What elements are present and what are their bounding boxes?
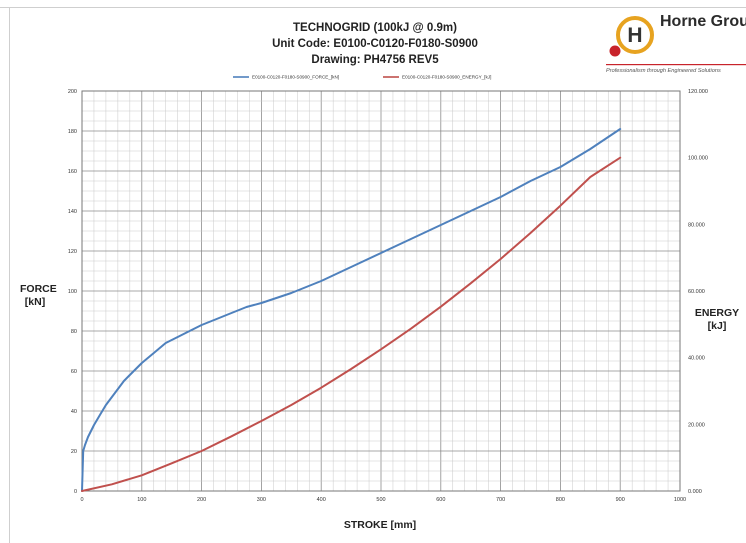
- force-label: FORCE: [20, 283, 57, 295]
- force-unit: [kN]: [24, 296, 46, 308]
- logo-ring: [616, 16, 654, 54]
- logo-tagline: Professionalism through Engineered Solut…: [606, 68, 721, 74]
- plot-border: [81, 90, 681, 492]
- y2-tick-label: 80.000: [688, 222, 705, 228]
- x-tick-label: 700: [496, 497, 505, 503]
- logo-letter: H: [627, 24, 642, 47]
- y2-axis-title-energy: ENERGY [kJ]: [692, 307, 742, 333]
- y2-tick-label: 120.000: [688, 89, 708, 95]
- y2-tick-label: 40.000: [688, 356, 705, 362]
- page-left-border: [9, 7, 10, 543]
- y-tick-label: 20: [71, 449, 77, 455]
- chart-title-block: TECHNOGRID (100kJ @ 0.9m) Unit Code: E01…: [250, 20, 500, 68]
- y-tick-label: 180: [68, 129, 77, 135]
- y2-tick-label: 60.000: [688, 289, 705, 295]
- y2-tick-label: 0.000: [688, 489, 702, 495]
- logo-underline: [606, 64, 746, 66]
- x-tick-label: 400: [317, 497, 326, 503]
- drawing-number: Drawing: PH4756 REV5: [311, 54, 439, 66]
- y-tick-label: 60: [71, 369, 77, 375]
- energy-series-line: [81, 156, 622, 492]
- legend-label-energy: E0100-C0120-F0180-S0900_ENERGY_[kJ]: [402, 75, 491, 80]
- y-axis-title-force: FORCE [kN]: [20, 283, 57, 309]
- x-tick-label: 0: [80, 497, 83, 503]
- x-tick-label: 300: [257, 497, 266, 503]
- x-tick-label: 600: [436, 497, 445, 503]
- logo-emblem-icon: H: [609, 16, 654, 57]
- company-logo: H Horne Group Professionalism through En…: [600, 10, 746, 80]
- x-tick-label: 100: [137, 497, 146, 503]
- x-tick-label: 500: [376, 497, 385, 503]
- logo-company-name: Horne Group: [660, 13, 746, 30]
- y-tick-label: 80: [71, 329, 77, 335]
- y-tick-label: 120: [68, 249, 77, 255]
- x-axis-title: STROKE [mm]: [343, 519, 417, 531]
- logo-red-dot: [609, 45, 621, 57]
- energy-label: ENERGY: [694, 307, 740, 319]
- y2-tick-label: 20.000: [688, 422, 705, 428]
- y-tick-label: 140: [68, 209, 77, 215]
- x-tick-label: 200: [197, 497, 206, 503]
- energy-unit: [kJ]: [707, 320, 727, 332]
- y2-tick-label: 100.000: [688, 156, 708, 162]
- y-tick-label: 200: [68, 89, 77, 95]
- y-tick-label: 160: [68, 169, 77, 175]
- chart-title: TECHNOGRID (100kJ @ 0.9m): [293, 22, 457, 34]
- y-tick-label: 40: [71, 409, 77, 415]
- force-series-line: [81, 128, 622, 492]
- x-tick-label: 800: [556, 497, 565, 503]
- y-tick-label: 100: [68, 289, 77, 295]
- page-top-border: [0, 7, 746, 8]
- x-tick-label: 900: [616, 497, 625, 503]
- unit-code: Unit Code: E0100-C0120-F0180-S0900: [272, 38, 478, 50]
- x-tick-label: 1000: [674, 497, 686, 503]
- legend-label-force: E0100-C0120-F0180-S0900_FORCE_[kN]: [252, 75, 339, 80]
- y-tick-label: 0: [74, 489, 77, 495]
